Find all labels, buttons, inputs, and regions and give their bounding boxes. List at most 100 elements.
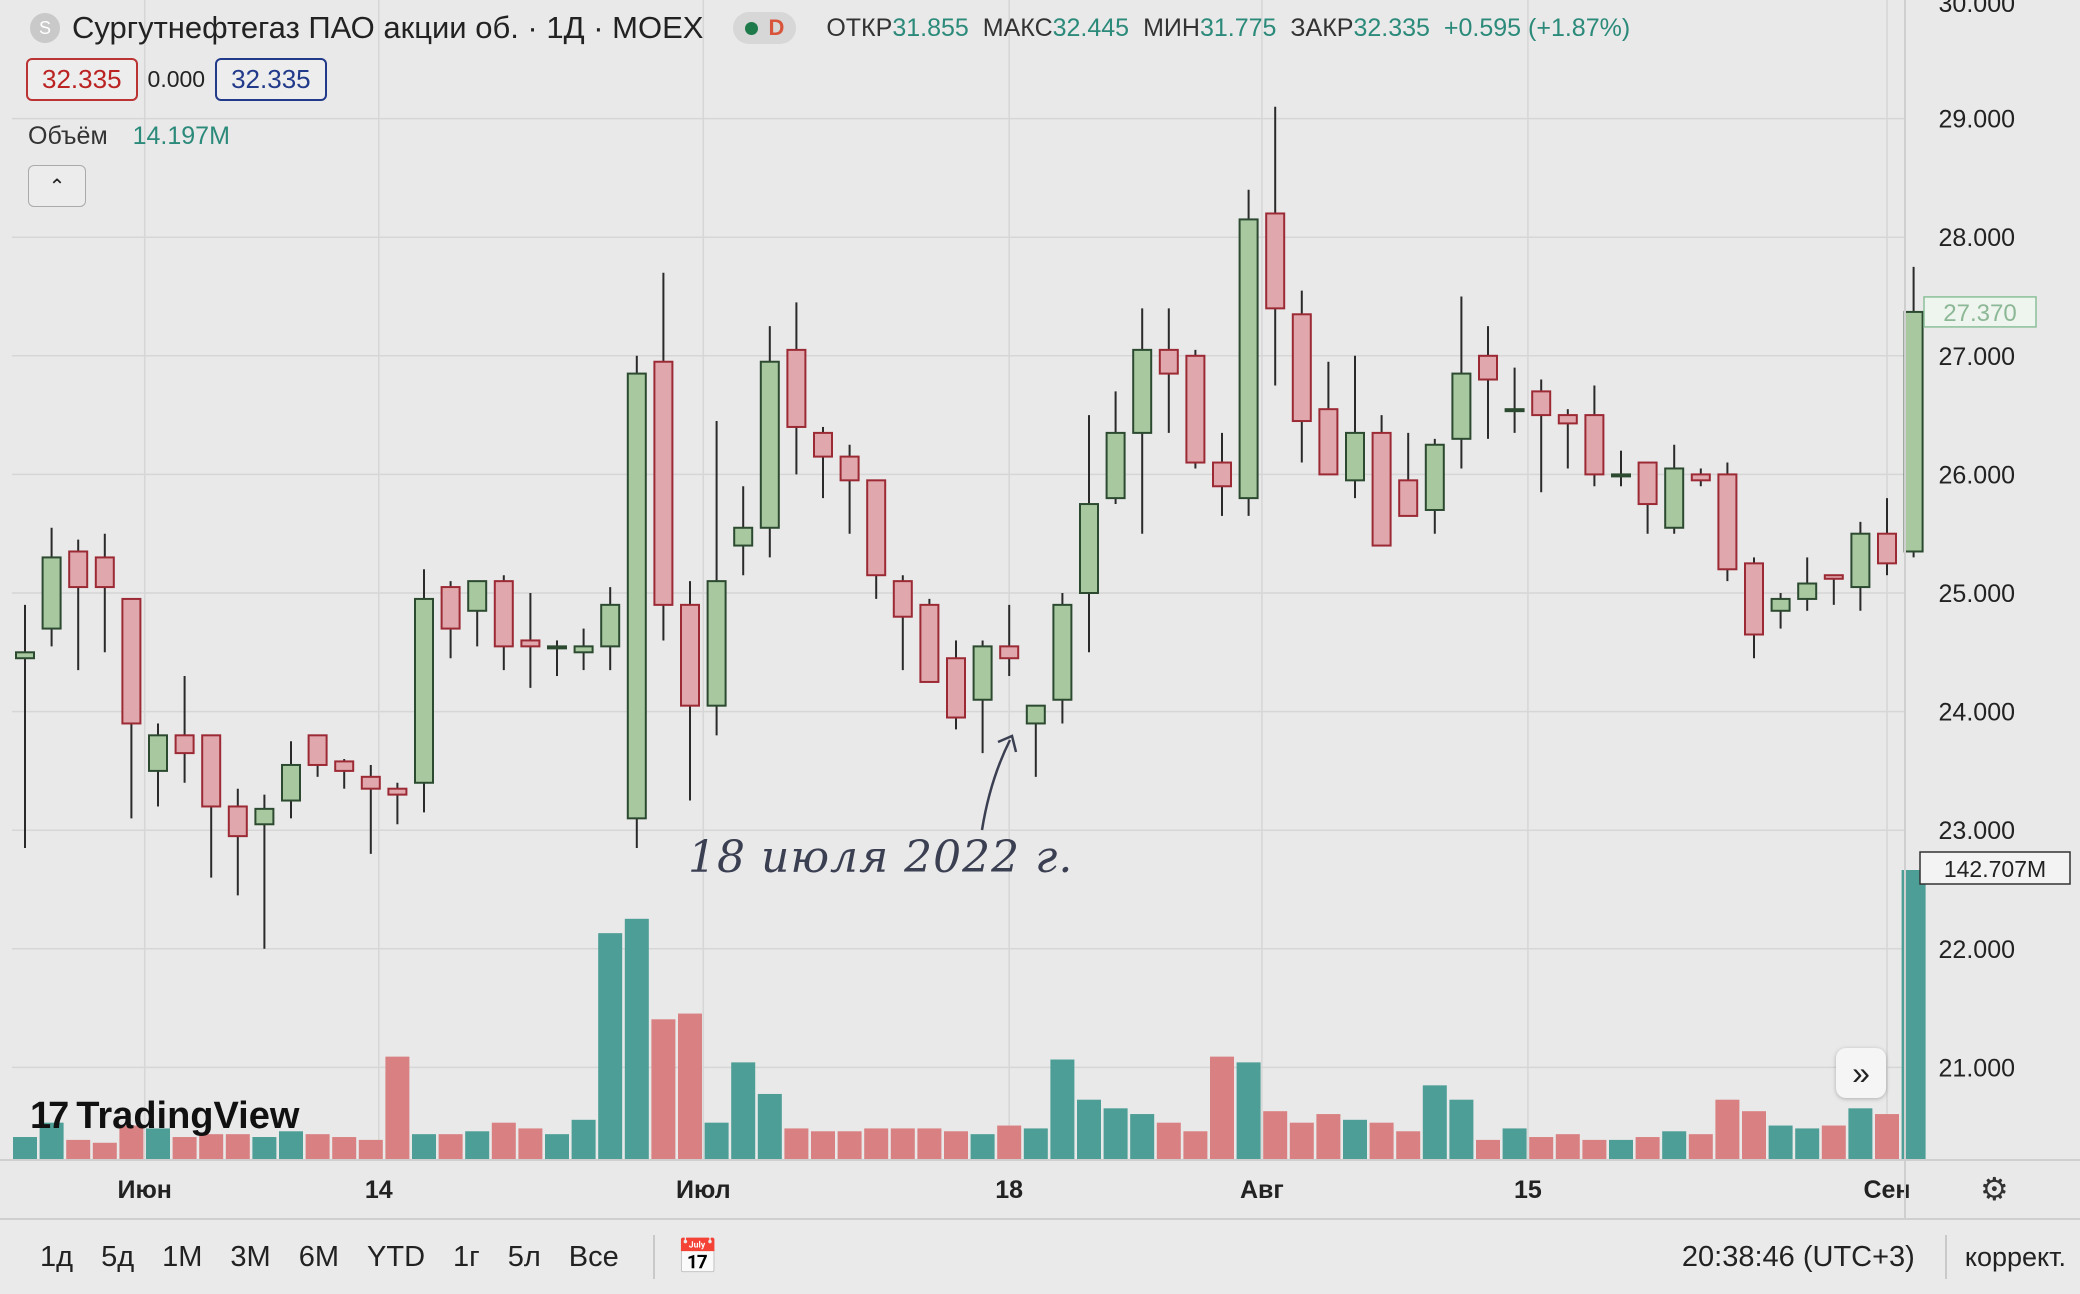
- volume-bar: [1263, 1111, 1288, 1160]
- y-tick-label: 30.000: [1939, 0, 2015, 18]
- chevron-up-icon: ⌃: [48, 175, 66, 198]
- candle-body: [1451, 372, 1472, 440]
- low-value: 31.775: [1199, 13, 1277, 42]
- candle-body: [520, 639, 541, 648]
- x-tick-label: 15: [1514, 1176, 1542, 1204]
- candle-body: [1611, 473, 1631, 478]
- candle-body: [813, 431, 833, 458]
- candlestick-chart[interactable]: 21.000 22.000 23.000 24.000 25.000 26.000 27.0…: [0, 0, 2080, 1218]
- candle-body: [733, 526, 754, 547]
- candle-body: [573, 645, 594, 654]
- adjustment-toggle[interactable]: коррект.: [1964, 1241, 2066, 1272]
- volume-bar: [92, 1142, 117, 1160]
- candle-body: [121, 597, 142, 725]
- volume-bar: [811, 1131, 835, 1160]
- candle-body: [360, 775, 381, 790]
- volume-bar: [1688, 1134, 1713, 1160]
- calendar-range-icon[interactable]: 📅: [676, 1238, 720, 1276]
- candle-body: [68, 550, 89, 589]
- candle-body: [946, 657, 966, 719]
- volume-bar: [1609, 1139, 1633, 1160]
- volume-bar: [358, 1139, 383, 1160]
- volume-bar: [571, 1119, 596, 1160]
- double-chevron-right-icon: »: [1852, 1054, 1870, 1091]
- chart-title[interactable]: Сургутнефтегаз ПАО акции об. · 1Д · MOEX: [72, 10, 704, 45]
- candle-body: [1504, 408, 1525, 413]
- volume-bar: [1715, 1099, 1740, 1160]
- candle-body: [1079, 503, 1099, 594]
- candle-body: [919, 603, 940, 683]
- market-status[interactable]: D: [733, 12, 797, 44]
- candle-body: [1744, 562, 1764, 636]
- y-tick-label: 21.000: [1939, 1054, 2015, 1082]
- volume-bar: [1848, 1108, 1873, 1160]
- volume-bar: [385, 1056, 410, 1160]
- candle-body: [148, 734, 168, 772]
- volume-bar: [837, 1131, 862, 1160]
- range-all-button[interactable]: Все: [568, 1240, 619, 1273]
- price-quotes: 32.335 0.000 32.335: [26, 58, 327, 101]
- price-candles: [15, 106, 1924, 949]
- candle-body: [1318, 408, 1339, 476]
- collapse-legend-button[interactable]: ⌃: [28, 165, 86, 207]
- candle-body: [1557, 414, 1578, 425]
- range-5y-button[interactable]: 5л: [507, 1240, 541, 1273]
- range-5d-button[interactable]: 5д: [101, 1240, 135, 1273]
- range-1m-button[interactable]: 1М: [162, 1240, 203, 1273]
- volume-bar: [39, 1122, 64, 1160]
- volume-bar: [1130, 1114, 1155, 1160]
- range-1d-button[interactable]: 1д: [40, 1240, 74, 1273]
- open-value: 31.855: [892, 13, 969, 42]
- candle-body: [94, 556, 115, 589]
- volume-bar: [1422, 1085, 1447, 1160]
- volume-bar: [757, 1093, 782, 1160]
- range-1y-button[interactable]: 1г: [453, 1240, 480, 1273]
- y-tick-label: 22.000: [1939, 936, 2015, 964]
- range-6m-button[interactable]: 6М: [298, 1240, 340, 1273]
- volume-bar: [1023, 1128, 1048, 1160]
- close-value: 32.335: [1353, 13, 1430, 42]
- range-ytd-button[interactable]: YTD: [367, 1240, 426, 1273]
- tradingview-logo[interactable]: 17 TradingView: [30, 1095, 299, 1138]
- x-tick-label: 14: [365, 1176, 393, 1204]
- candle-body: [1291, 313, 1312, 423]
- ask-price[interactable]: 32.335: [215, 58, 327, 101]
- candle-body: [1212, 461, 1232, 488]
- low-key: МИН: [1143, 13, 1200, 42]
- volume-bar: [1502, 1128, 1527, 1160]
- candle-body: [227, 805, 248, 838]
- candle-body: [1424, 443, 1445, 511]
- x-tick-label: 18: [995, 1176, 1023, 1204]
- toolbar-divider: [652, 1235, 655, 1279]
- chart-settings-gear-icon[interactable]: ⚙: [1980, 1171, 2009, 1207]
- symbol-icon[interactable]: S: [30, 13, 60, 43]
- volume-bar: [624, 918, 649, 1160]
- volume-bar: [146, 1128, 170, 1160]
- volume-bar: [252, 1137, 277, 1160]
- bid-price[interactable]: 32.335: [26, 58, 138, 101]
- high-value: 32.445: [1052, 13, 1130, 42]
- y-tick-label: 29.000: [1939, 106, 2015, 134]
- volume-bar: [412, 1134, 436, 1160]
- volume-bar: [1343, 1119, 1367, 1160]
- candle-body: [1345, 431, 1365, 482]
- volume-bar: [66, 1139, 91, 1160]
- volume-bar: [1768, 1125, 1793, 1160]
- volume-bar: [598, 933, 623, 1160]
- candle-body: [1238, 218, 1259, 500]
- tradingview-logo-icon: 17: [30, 1095, 69, 1137]
- close-key: ЗАКР: [1290, 13, 1354, 42]
- volume-bar: [1555, 1134, 1580, 1160]
- candle-body: [1132, 348, 1153, 434]
- candle-body: [387, 787, 408, 796]
- scroll-to-realtime-button[interactable]: »: [1836, 1048, 1886, 1098]
- volume-bar: [970, 1134, 995, 1160]
- clock-timezone[interactable]: 20:38:46 (UTC+3): [1681, 1240, 1915, 1273]
- y-tick-label: 26.000: [1939, 461, 2015, 489]
- range-3m-button[interactable]: 3М: [230, 1240, 271, 1273]
- candle-body: [972, 645, 993, 701]
- y-tick-label: 25.000: [1939, 580, 2015, 608]
- candle-body: [706, 580, 727, 707]
- y-tick-label: 27.000: [1939, 343, 2015, 371]
- bottom-toolbar: 1д 5д 1М 3М 6М YTD 1г 5л Все 📅 20:38:46 …: [0, 1218, 2080, 1294]
